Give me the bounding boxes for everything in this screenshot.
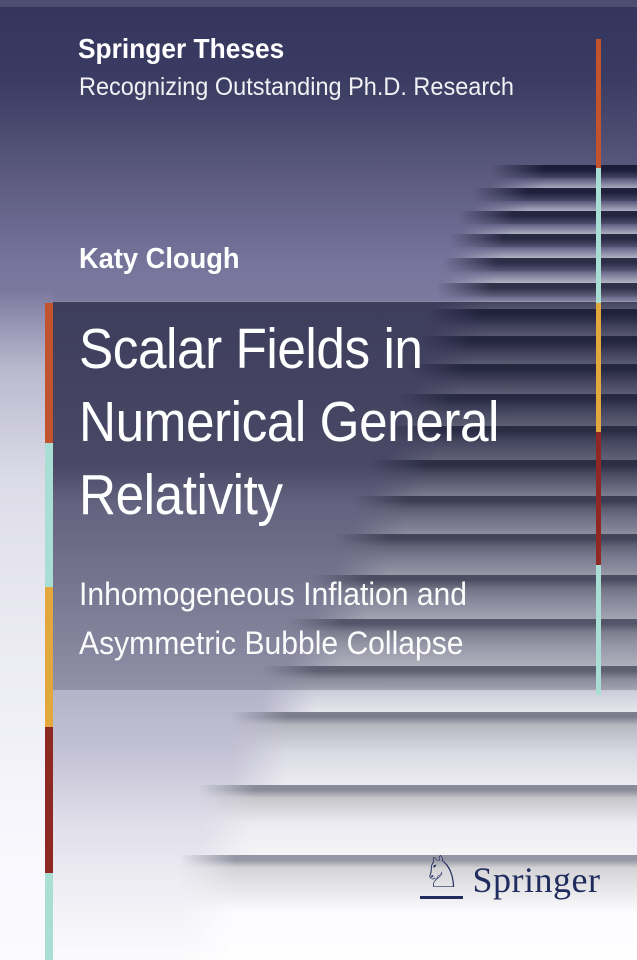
- accent-bar-segment: [596, 39, 601, 168]
- accent-bar-segment: [45, 587, 53, 727]
- stair-step: [180, 855, 637, 960]
- accent-bar-segment: [45, 727, 53, 873]
- title-panel: [53, 302, 637, 690]
- book-title: Scalar Fields in Numerical General Relat…: [79, 313, 499, 532]
- accent-bar-segment: [596, 565, 601, 695]
- accent-bar-segment: [45, 873, 53, 960]
- stair-step: [199, 785, 637, 855]
- stair-step: [443, 258, 637, 283]
- book-subtitle-line-2: Asymmetric Bubble Collapse: [79, 625, 464, 661]
- series-tagline: Recognizing Outstanding Ph.D. Research: [79, 73, 514, 101]
- accent-bar-segment: [596, 168, 601, 303]
- accent-bar-segment: [596, 303, 601, 432]
- cover-top-edge-sheen: [0, 0, 637, 7]
- right-accent-bar: [596, 0, 601, 960]
- left-edge-light-glow: [0, 290, 53, 960]
- stair-step: [231, 712, 637, 785]
- book-title-line-2: Numerical General: [79, 390, 500, 454]
- stair-step: [450, 234, 637, 258]
- springer-horse-icon: ♘: [420, 847, 464, 899]
- author-name: Katy Clough: [79, 243, 240, 275]
- left-accent-bar: [45, 0, 53, 960]
- accent-bar-segment: [596, 432, 601, 565]
- series-title: Springer Theses: [78, 33, 285, 64]
- springer-logo: ♘ Springer: [420, 851, 600, 899]
- publisher-name: Springer: [472, 860, 601, 900]
- accent-bar-segment: [45, 303, 53, 443]
- stair-step: [490, 165, 637, 188]
- stair-step: [459, 211, 637, 234]
- book-title-line-3: Relativity: [79, 463, 283, 527]
- book-subtitle: Inhomogeneous Inflation and Asymmetric B…: [79, 570, 467, 668]
- book-title-line-1: Scalar Fields in: [79, 317, 423, 381]
- book-subtitle-line-1: Inhomogeneous Inflation and: [79, 576, 467, 612]
- accent-bar-segment: [45, 443, 53, 587]
- stair-step: [473, 188, 637, 211]
